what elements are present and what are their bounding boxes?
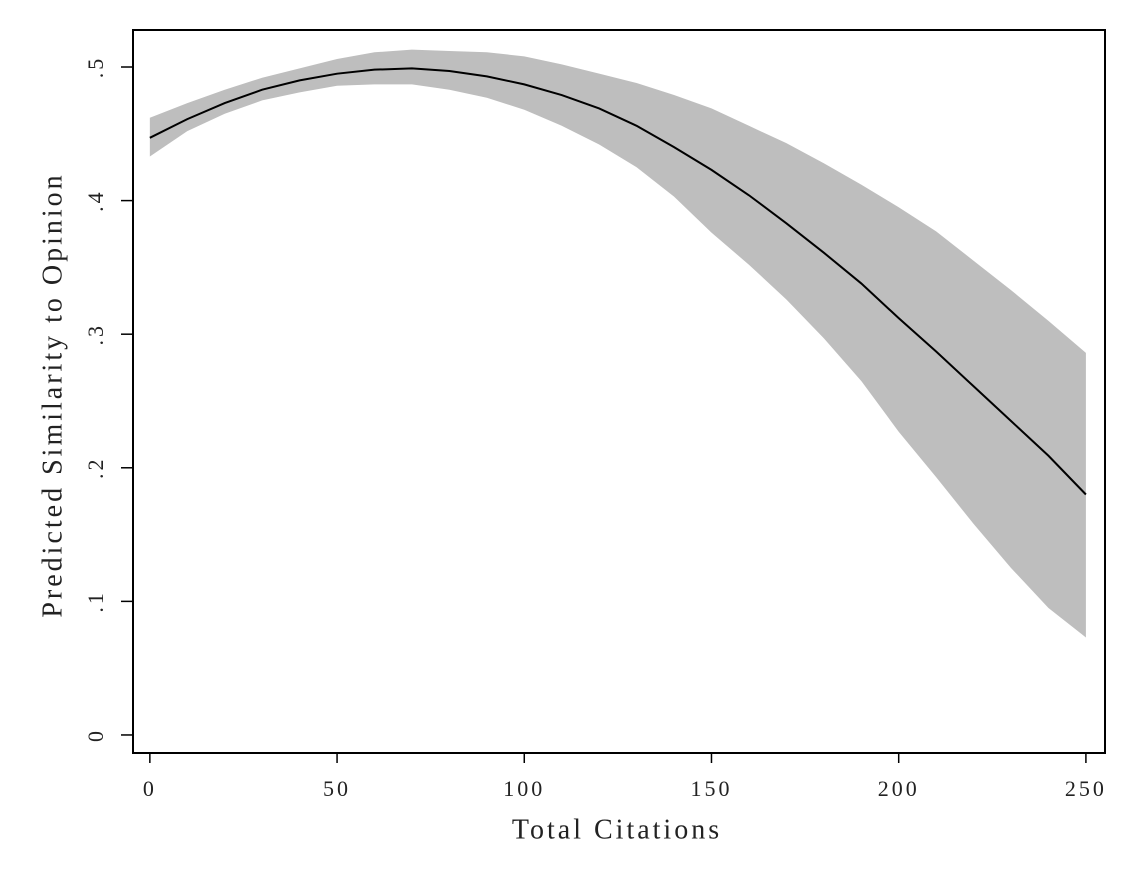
x-tick-label: 0	[143, 776, 157, 801]
x-tick-label: 250	[1065, 776, 1107, 801]
x-tick-label: 100	[503, 776, 545, 801]
x-axis-label: Total Citations	[512, 814, 722, 845]
y-tick-label: .2	[83, 457, 108, 480]
y-tick-label: .4	[83, 189, 108, 212]
x-tick-label: 200	[878, 776, 920, 801]
y-axis-label: Predicted Similarity to Opinion	[37, 172, 68, 617]
x-tick-label: 150	[690, 776, 732, 801]
y-tick-label: .1	[83, 590, 108, 613]
confidence-band	[149, 49, 1086, 638]
x-tick-label: 50	[323, 776, 351, 801]
y-tick-label: .5	[83, 56, 108, 79]
y-tick-label: .3	[83, 323, 108, 346]
plot-frame	[132, 29, 1106, 754]
line	[149, 67, 1087, 496]
y-tick-label: 0	[83, 728, 108, 742]
